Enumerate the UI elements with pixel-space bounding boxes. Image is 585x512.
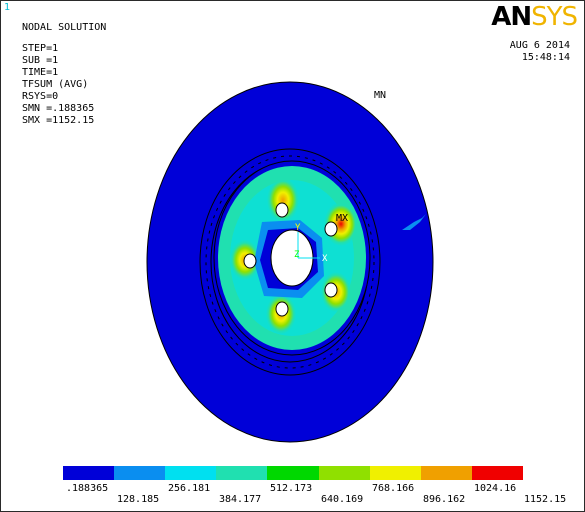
legend-band xyxy=(420,466,472,480)
legend-value: 256.181 xyxy=(168,483,211,494)
axis-z-label: Z xyxy=(294,250,300,260)
axis-y-label: Y xyxy=(295,223,301,233)
legend-band xyxy=(369,466,421,480)
bolt-hole-upper-right xyxy=(324,221,338,237)
logo-sys: SYS xyxy=(531,2,578,32)
legend-band xyxy=(267,466,319,480)
legend-band xyxy=(471,466,523,480)
step-label: STEP=1 xyxy=(22,43,59,54)
smx-label: SMX =1152.15 xyxy=(22,115,95,126)
groove-ring-hatch xyxy=(205,155,375,369)
bolt-hole-top xyxy=(275,202,289,218)
plot-title: NODAL SOLUTION xyxy=(22,22,107,33)
logo-an: AN xyxy=(491,2,532,32)
legend-band xyxy=(165,466,217,480)
max-marker: MX xyxy=(336,213,348,224)
time-label: TIME=1 xyxy=(22,67,59,78)
legend-value: 128.185 xyxy=(117,494,160,505)
bolt-hole-lower-right xyxy=(324,282,338,298)
local-spot xyxy=(402,214,426,230)
legend-value: 1024.16 xyxy=(474,483,517,494)
legend-band xyxy=(63,466,115,480)
legend-value: 768.166 xyxy=(372,483,415,494)
bolt-hole-bottom xyxy=(275,301,289,317)
legend-value: 640.169 xyxy=(321,494,364,505)
sub-label: SUB =1 xyxy=(22,55,59,66)
viewport-number: 1 xyxy=(4,2,11,13)
rsys-label: RSYS=0 xyxy=(22,91,59,102)
legend-band xyxy=(318,466,370,480)
legend-value: 1152.15 xyxy=(524,494,567,505)
legend-band xyxy=(114,466,166,480)
ansys-logo: ANSYS xyxy=(491,2,578,32)
hotspot-top xyxy=(267,178,299,222)
legend-band xyxy=(216,466,268,480)
legend-value: 896.162 xyxy=(423,494,466,505)
plot-time: 15:48:14 xyxy=(521,52,570,63)
plot-date: AUG 6 2014 xyxy=(509,40,570,51)
contour-legend xyxy=(63,466,523,480)
result-label: TFSUM (AVG) xyxy=(22,79,89,90)
smn-label: SMN =.188365 xyxy=(22,103,95,114)
bolt-hole-left xyxy=(243,253,257,269)
legend-value: 512.173 xyxy=(270,483,313,494)
legend-value: .188365 xyxy=(66,483,109,494)
legend-value: 384.177 xyxy=(219,494,262,505)
axis-x-label: X xyxy=(322,254,328,264)
min-marker: MN xyxy=(374,90,386,101)
groove-ring-outer xyxy=(199,148,381,376)
